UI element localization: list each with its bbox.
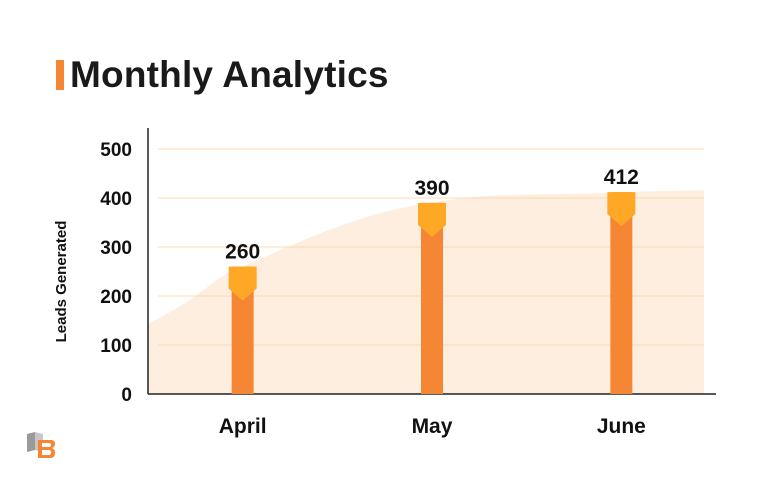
bar-cap-june <box>607 192 636 227</box>
page-title-group: Monthly Analytics <box>56 52 389 98</box>
y-tick-500: 500 <box>100 140 132 161</box>
category-label-may: May <box>412 415 453 438</box>
category-label-june: June <box>597 415 646 438</box>
bar-may <box>421 202 443 394</box>
y-axis-label: Leads Generated <box>53 221 70 343</box>
y-tick-0: 0 <box>121 385 132 406</box>
bar-cap-may <box>418 202 446 237</box>
page-title: Monthly Analytics <box>70 54 389 95</box>
value-label-june: 412 <box>604 166 639 189</box>
value-label-may: 390 <box>414 177 449 200</box>
title-accent-bar <box>56 60 64 90</box>
bar-cap-april <box>228 266 257 301</box>
y-tick-300: 300 <box>100 238 132 259</box>
value-label-april: 260 <box>225 241 260 264</box>
value-labels: 260 390 412 <box>225 166 639 263</box>
category-label-april: April <box>219 415 267 438</box>
y-tick-100: 100 <box>100 336 132 357</box>
bar-june <box>610 192 633 394</box>
category-labels: April May June <box>219 415 646 438</box>
brand-logo-icon <box>27 432 55 458</box>
y-tick-200: 200 <box>100 287 132 308</box>
bars <box>228 192 636 394</box>
y-tick-labels: 0 100 200 300 400 500 <box>100 140 132 406</box>
y-tick-400: 400 <box>100 189 132 210</box>
bar-april <box>231 266 254 394</box>
